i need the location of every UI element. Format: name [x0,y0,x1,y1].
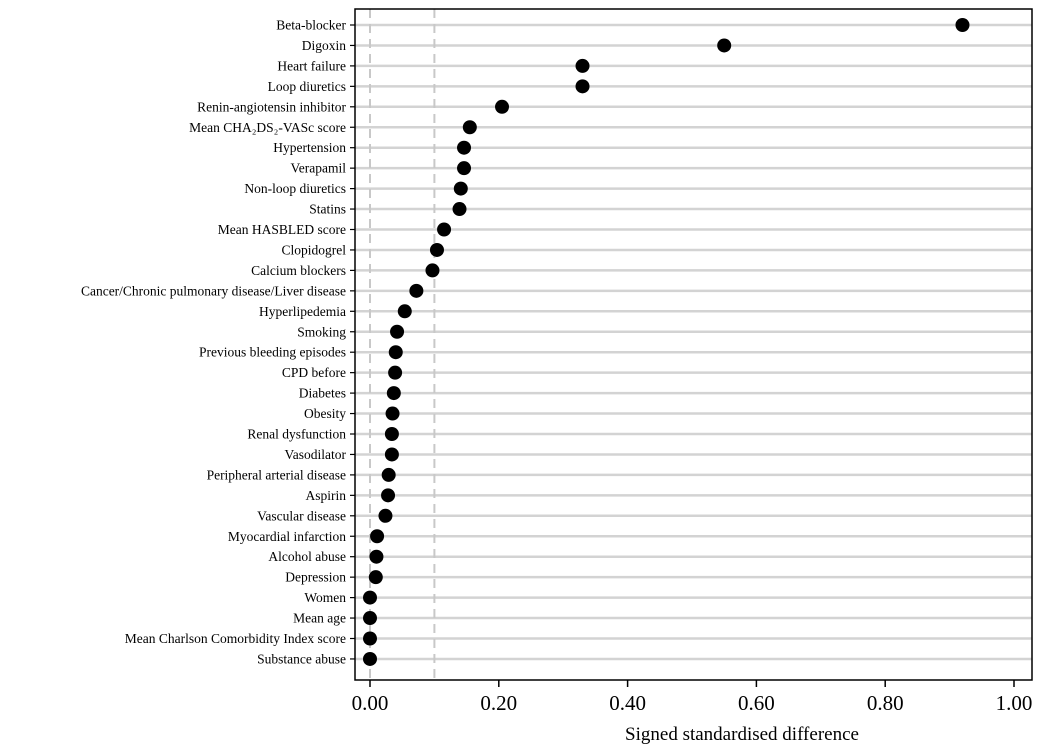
data-point [370,529,385,544]
data-point [390,324,405,339]
category-label: Diabetes [299,386,346,401]
category-label: Mean HASBLED score [218,222,346,237]
category-label: Myocardial infarction [228,529,346,544]
x-tick-label: 0.40 [609,691,646,715]
data-point [384,447,399,462]
data-points [363,18,970,666]
data-point [397,304,412,319]
data-point [384,427,399,441]
data-point [378,508,393,523]
data-point [381,467,396,482]
category-label: Alcohol abuse [268,549,346,564]
category-label: Peripheral arterial disease [207,467,346,482]
data-point [388,345,403,360]
category-label: Substance abuse [257,651,346,666]
data-point [575,79,590,94]
x-tick-label: 0.80 [867,691,904,715]
data-point [462,120,477,135]
data-point [363,611,377,626]
category-label: Statins [309,202,346,217]
reference-lines [369,9,436,680]
x-tick-label: 0.20 [480,691,517,715]
category-label: Hypertension [273,140,346,155]
data-point [388,365,403,380]
data-point [385,406,400,421]
category-label: Depression [285,570,346,585]
category-label: Clopidogrel [282,242,347,257]
data-point [369,549,384,564]
data-point [495,99,510,114]
category-label: Aspirin [306,488,347,503]
category-label: Vasodilator [285,447,347,462]
data-point [381,488,396,503]
data-point [368,570,383,585]
category-label: Vascular disease [257,508,346,523]
category-label: Renal dysfunction [247,427,346,442]
data-point [425,263,440,278]
data-point [457,140,472,155]
data-point [363,631,377,646]
category-label: Previous bleeding episodes [199,345,346,360]
x-tick-label: 1.00 [996,691,1033,715]
category-label: Women [304,590,346,605]
data-point [457,161,472,176]
data-point [452,202,467,217]
category-label: Verapamil [291,161,347,176]
category-label: Cancer/Chronic pulmonary disease/Liver d… [81,283,346,298]
category-label: Obesity [304,406,346,421]
data-point [429,242,444,257]
category-label: CPD before [282,365,346,380]
category-label: Renin-angiotensin inhibitor [197,99,346,114]
x-axis-title: Signed standardised difference [625,724,859,745]
category-label: Smoking [297,324,346,339]
y-axis-labels: Beta-blocker Digoxin Heart failure Loop diu… [81,18,355,666]
data-point [575,58,590,73]
data-point [453,181,468,196]
data-point [717,38,732,53]
plot-frame [354,8,1033,681]
x-axis: 0.00 0.20 0.40 0.60 0.80 1.00 [352,680,1033,715]
data-point [363,651,377,666]
category-label: Hyperlipedemia [259,304,346,319]
data-point [363,590,377,605]
category-label: Mean age [293,611,346,626]
category-label: Beta-blocker [276,18,346,33]
x-tick-label: 0.00 [352,691,389,715]
category-label: Calcium blockers [251,263,346,278]
category-label: Loop diuretics [268,79,346,94]
data-point [409,283,424,298]
category-label: Mean CHA₂DS₂-VASc score [189,120,346,135]
gridlines [355,23,1032,661]
category-label: Digoxin [302,38,347,53]
data-point [386,386,401,401]
category-label: Non-loop diuretics [244,181,346,196]
data-point [437,222,452,237]
category-label: Heart failure [277,58,346,73]
x-tick-label: 0.60 [738,691,775,715]
data-point [955,18,970,32]
category-label: Mean Charlson Comorbidity Index score [125,631,346,646]
